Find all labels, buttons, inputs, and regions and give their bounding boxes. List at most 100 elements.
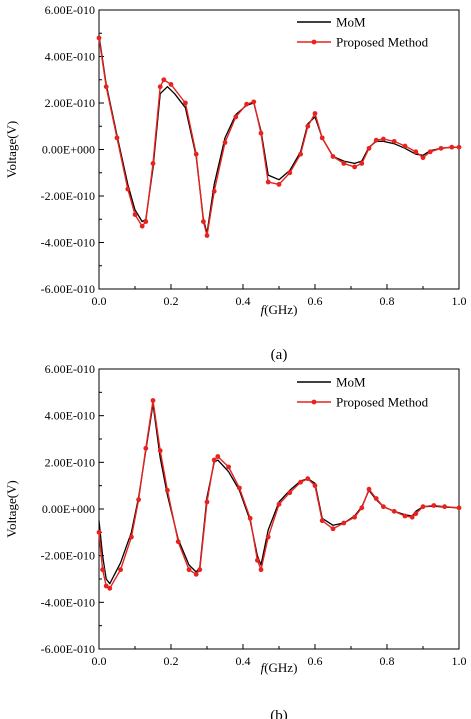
data-point [204,233,210,238]
data-point [103,583,109,589]
plot-frame [98,9,460,290]
data-point [312,483,318,489]
plot-frame [98,368,460,650]
x-axis-label-unit: (GHz) [264,660,297,675]
data-point [118,567,123,573]
series-mom [98,403,460,585]
data-point [150,398,156,403]
data-point [197,567,203,573]
y-tick-label: 2.00E-010 [45,96,95,110]
data-point [381,136,386,142]
data-point [103,84,109,90]
data-point [431,503,437,508]
data-point [233,114,239,120]
x-tick-label: 0.6 [308,654,323,668]
x-tick-label: 0.4 [236,294,251,308]
data-point [168,82,174,87]
data-point [449,144,455,150]
data-point [287,170,293,176]
data-point [402,143,408,149]
data-point [244,101,250,107]
data-point [193,151,199,157]
data-point [204,499,210,505]
data-point [319,135,325,141]
data-point [330,526,336,532]
data-point [359,161,365,166]
data-point [366,145,372,151]
x-tick-label: 0.8 [380,654,395,668]
data-point [287,490,293,496]
y-tick-label: -6.00E-010 [41,642,95,656]
x-tick-label: 0.6 [308,294,323,308]
data-point [420,504,426,510]
data-point [143,219,149,224]
panel-caption: (a) [271,347,288,363]
data-point [373,137,379,143]
data-point [255,557,260,563]
y-tick-label: -6.00E-010 [41,282,95,296]
data-point [341,161,347,166]
data-point [165,487,170,493]
y-tick-label: -4.00E-010 [41,595,95,609]
legend-label: Proposed Method [336,35,429,50]
data-point [211,188,217,194]
x-tick-label: 1.0 [452,654,467,668]
y-tick-label: 4.00E-010 [45,409,95,423]
data-point [237,485,242,491]
data-point [352,164,357,170]
panel-caption: (b) [270,708,288,719]
data-point [139,223,145,229]
data-point [157,448,163,454]
y-tick-label: -4.00E-010 [41,236,95,250]
x-axis-label-unit: (GHz) [264,302,297,317]
legend-marker [311,399,317,405]
x-tick-label: 0.4 [236,654,251,668]
data-point [251,99,257,105]
data-point [366,486,372,492]
data-point [100,567,105,573]
x-axis-label-italic: f [261,302,267,317]
data-point [402,513,408,519]
data-point [319,518,325,524]
data-point [438,145,444,151]
series-line [98,403,460,585]
series-proposed-method [96,35,462,238]
data-point [175,539,181,545]
series-line [98,399,460,589]
y-tick-label: 0.00E+000 [42,143,95,157]
data-point [427,149,433,155]
y-tick-label: -2.00E-010 [41,549,95,563]
data-point [456,505,462,511]
data-point [96,529,102,535]
data-point [330,154,336,159]
y-tick-label: -2.00E-010 [41,189,95,203]
x-tick-label: 1.0 [452,294,467,308]
data-point [373,496,379,501]
x-tick-label: 0.8 [380,294,395,308]
data-point [391,138,397,144]
legend: MoM Proposed Method [297,15,429,50]
y-tick-label: 0.00E+000 [42,502,95,516]
data-point [352,514,357,520]
data-point [107,585,113,591]
legend: MoM Proposed Method [297,375,429,410]
data-point [391,508,397,514]
data-point [226,464,232,470]
data-point [193,571,199,577]
data-point [211,457,217,463]
data-point [183,100,188,106]
data-point [420,155,426,161]
legend-label: MoM [336,15,366,30]
data-point [276,181,282,187]
data-point [413,511,419,517]
x-tick-label: 0.0 [92,294,107,308]
y-axis-label: Voltage(V) [4,121,19,179]
data-point [150,161,156,166]
data-point [201,219,206,224]
data-point [143,445,149,451]
data-point [381,504,386,510]
data-point [222,140,228,145]
x-tick-label: 0.0 [92,654,107,668]
data-point [409,514,415,520]
